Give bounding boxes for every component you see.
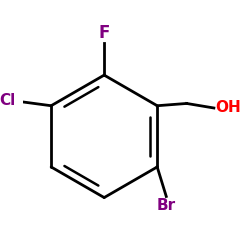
Text: OH: OH xyxy=(215,100,241,116)
Text: Cl: Cl xyxy=(0,92,16,108)
Text: F: F xyxy=(98,24,110,42)
Text: Br: Br xyxy=(157,198,176,212)
